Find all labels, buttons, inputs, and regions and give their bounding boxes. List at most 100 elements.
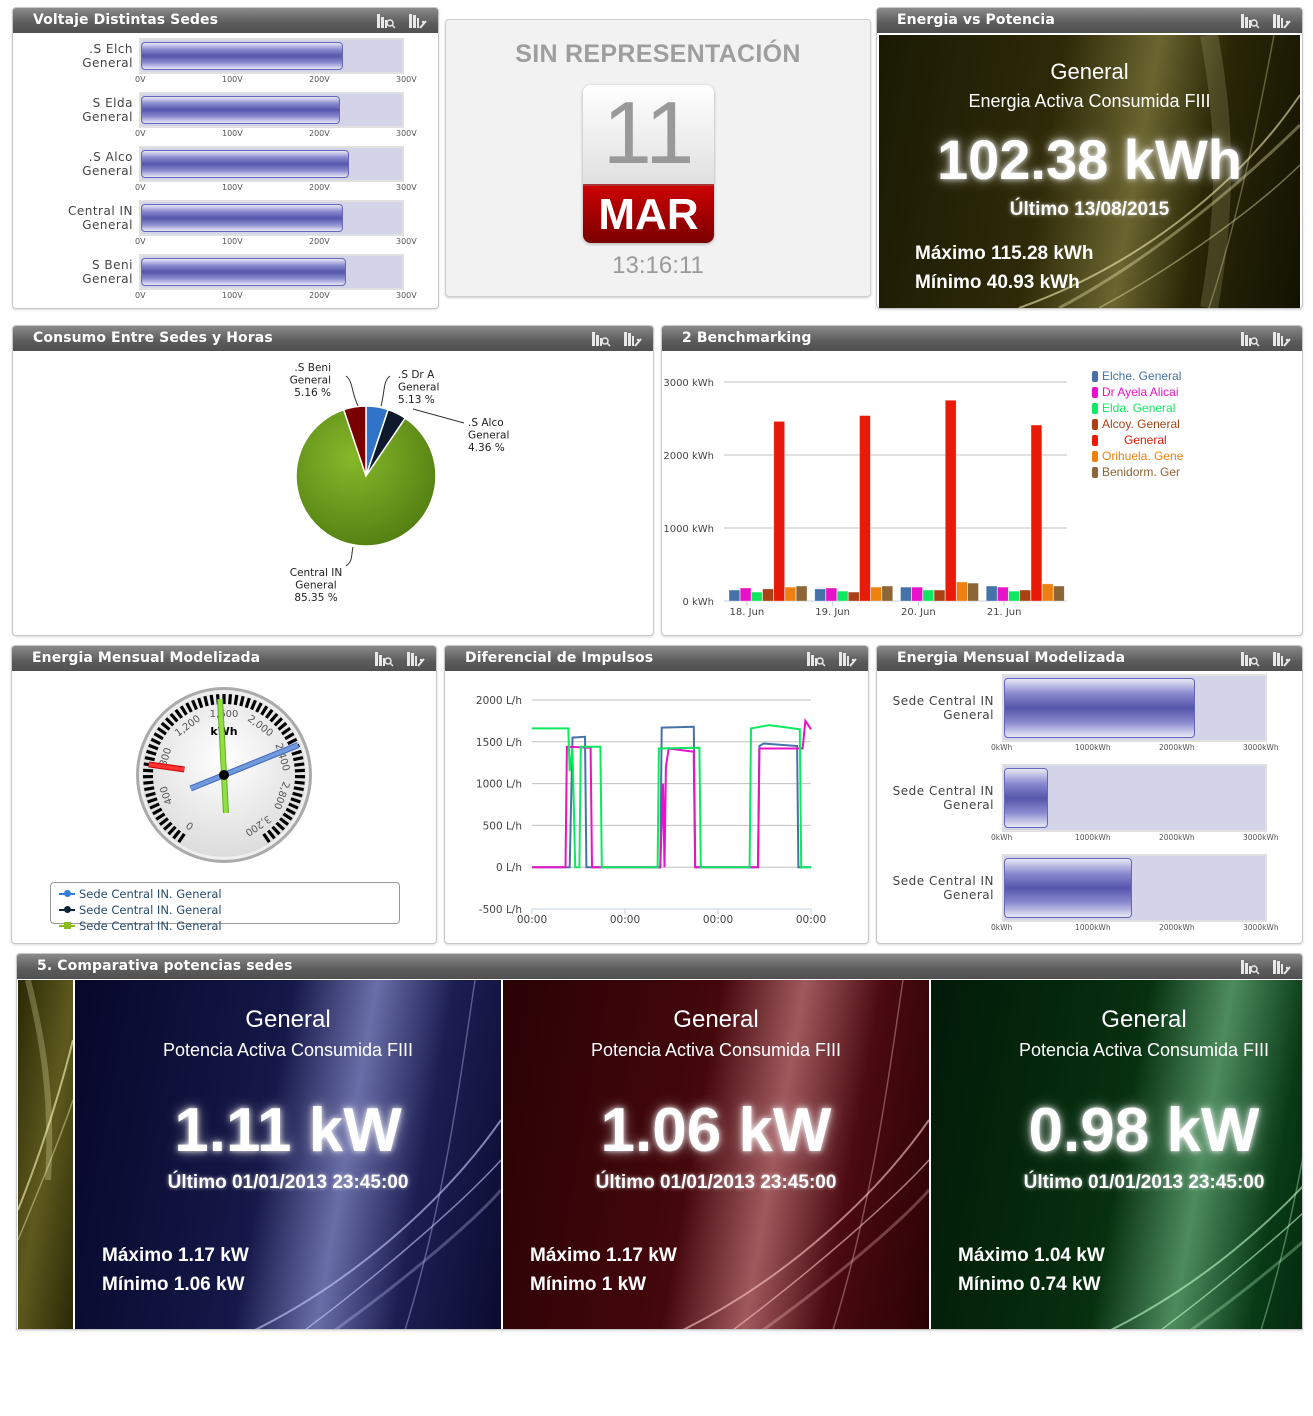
- bar[interactable]: [922, 589, 934, 602]
- monthly-row-label: Sede Central IN General: [877, 694, 994, 722]
- gauge-legend-item[interactable]: Sede Central IN. General: [59, 902, 222, 918]
- legend-item[interactable]: Alcoy. General: [1092, 416, 1190, 432]
- bar[interactable]: [773, 421, 785, 602]
- legend-item[interactable]: Orihuela. Gene: [1092, 448, 1190, 464]
- axis-tick: 100V: [222, 237, 243, 246]
- card-metric: Potencia Activa Consumida FIII: [590, 1040, 842, 1060]
- pie-slice[interactable]: [295, 408, 437, 547]
- chart-zoom-icon[interactable]: [376, 12, 396, 29]
- panel-title: Energia Mensual Modelizada: [897, 650, 1126, 666]
- chart-edit-icon[interactable]: [1272, 330, 1292, 347]
- bar[interactable]: [956, 581, 968, 602]
- legend-label: Alcoy. General: [1102, 417, 1180, 431]
- label-line1: Sede Central IN: [892, 784, 994, 798]
- chart-zoom-icon[interactable]: [1240, 958, 1260, 975]
- bar[interactable]: [944, 399, 957, 602]
- chart-zoom-icon[interactable]: [591, 330, 611, 347]
- legend-item[interactable]: Benidorm. Ger: [1092, 464, 1190, 480]
- bar[interactable]: [967, 582, 979, 602]
- legend-item[interactable]: Elche. General: [1092, 368, 1190, 384]
- bar[interactable]: [900, 586, 912, 602]
- card-max: Máximo 115.28 kWh: [915, 243, 1094, 264]
- bar[interactable]: [825, 587, 838, 602]
- gauge-legend-item[interactable]: Sede Central IN. General: [59, 886, 222, 902]
- voltage-bar[interactable]: [141, 42, 343, 70]
- axis-tick: 0kWh: [991, 833, 1013, 842]
- chart-edit-icon[interactable]: [838, 650, 858, 667]
- bar[interactable]: [997, 586, 1009, 602]
- chart-edit-icon[interactable]: [1272, 650, 1292, 667]
- chart-edit-icon[interactable]: [408, 12, 428, 29]
- bar[interactable]: [1053, 585, 1065, 602]
- pie-connector: [345, 546, 354, 567]
- voltage-bar[interactable]: [141, 150, 349, 178]
- bar[interactable]: [814, 588, 826, 602]
- power-card-green: General Potencia Activa Consumida FIII 0.9…: [931, 980, 1302, 1329]
- chart-edit-icon[interactable]: [1272, 958, 1292, 975]
- bar[interactable]: [933, 589, 946, 602]
- bar[interactable]: [728, 589, 741, 602]
- axis-tick: 0V: [135, 237, 146, 246]
- y-tick: 0 kWh: [682, 597, 714, 608]
- legend-item[interactable]: Dr Ayela Alicai: [1092, 384, 1190, 400]
- chart-zoom-icon[interactable]: [1240, 12, 1260, 29]
- legend-swatch-icon: [1092, 450, 1098, 462]
- legend-item[interactable]: Elda. General: [1092, 400, 1190, 416]
- line-series[interactable]: [532, 724, 811, 869]
- bar[interactable]: [751, 591, 763, 602]
- bar[interactable]: [836, 590, 849, 602]
- bar[interactable]: [784, 586, 797, 602]
- panel-title: Energia Mensual Modelizada: [32, 650, 261, 666]
- chart-zoom-icon[interactable]: [806, 650, 826, 667]
- bar[interactable]: [1008, 590, 1020, 602]
- chart-zoom-icon[interactable]: [1240, 650, 1260, 667]
- legend-item[interactable]: General: [1092, 432, 1190, 448]
- bar[interactable]: [1019, 589, 1031, 602]
- bar[interactable]: [739, 587, 752, 602]
- bar[interactable]: [1041, 583, 1054, 602]
- legend-label: Elche. General: [1102, 369, 1182, 383]
- pie-connector: [412, 408, 465, 424]
- bar[interactable]: [985, 585, 998, 602]
- monthly-bar[interactable]: [1004, 678, 1196, 738]
- voltage-row-label: .S Elch General: [13, 42, 133, 70]
- gauge-legend-item[interactable]: Sede Central IN. General: [59, 918, 222, 934]
- card-metric: Potencia Activa Consumida FIII: [1018, 1040, 1270, 1060]
- label-line2: General: [82, 272, 133, 286]
- chart-edit-icon[interactable]: [623, 330, 643, 347]
- bar[interactable]: [848, 591, 860, 602]
- voltage-bar-track: [139, 146, 404, 182]
- panel-title: 2 Benchmarking: [682, 330, 812, 346]
- chart-edit-icon[interactable]: [406, 650, 426, 667]
- voltage-panel-header: Voltaje Distintas Sedes: [13, 8, 438, 33]
- chart-edit-icon[interactable]: [1272, 12, 1292, 29]
- voltage-bar[interactable]: [141, 204, 343, 232]
- legend-marker-icon: [59, 906, 75, 913]
- voltage-bar[interactable]: [141, 96, 341, 124]
- bar[interactable]: [911, 586, 923, 602]
- gauge-needle: [148, 762, 185, 772]
- bar[interactable]: [859, 415, 871, 602]
- monthly-bar[interactable]: [1004, 768, 1048, 828]
- card-last-updated: Último 13/08/2015: [1009, 199, 1170, 220]
- card-last-updated: Último 01/01/2013 23:45:00: [167, 1172, 409, 1193]
- pie-slice[interactable]: [342, 405, 367, 477]
- legend-swatch-icon: [1092, 418, 1098, 430]
- bar[interactable]: [762, 588, 774, 602]
- monthly-energy-panel: Energia Mensual Modelizada Sede Central …: [876, 645, 1303, 944]
- gauge-tick-label: 800: [158, 747, 174, 768]
- bar[interactable]: [795, 585, 808, 602]
- voltage-bar[interactable]: [141, 258, 347, 286]
- bar[interactable]: [881, 585, 894, 602]
- label-line2: General: [82, 218, 133, 232]
- monthly-bar[interactable]: [1004, 858, 1132, 918]
- line-series[interactable]: [532, 725, 811, 869]
- chart-zoom-icon[interactable]: [374, 650, 394, 667]
- benchmark-panel: 2 Benchmarking 3000 kWh 2000 kWh 1000 kWh 0…: [661, 325, 1303, 636]
- calendar-time: 13:16:11: [612, 252, 704, 279]
- bar[interactable]: [870, 586, 882, 602]
- impulse-line-chart: 2000 L/h 1500 L/h 1000 L/h 500 L/h 0 L/h -500…: [476, 695, 826, 926]
- x-tick: 00:00: [796, 914, 826, 926]
- bar[interactable]: [1030, 424, 1043, 602]
- chart-zoom-icon[interactable]: [1240, 330, 1260, 347]
